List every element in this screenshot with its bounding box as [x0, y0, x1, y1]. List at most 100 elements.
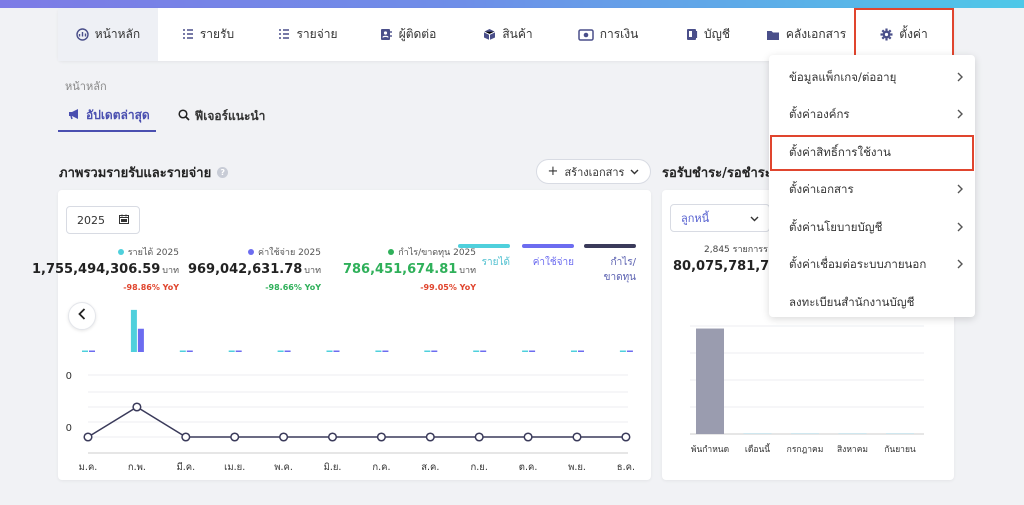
tab-latest-updates[interactable]: อัปเดตล่าสุด	[58, 104, 156, 132]
bar-expense[interactable]	[89, 350, 95, 353]
profit-point[interactable]	[572, 432, 582, 442]
bar-income[interactable]	[619, 350, 626, 353]
profit-point[interactable]	[279, 432, 289, 442]
menu-item-register-accounting-firm[interactable]: ลงทะเบียนสำนักงานบัญชี	[789, 294, 915, 309]
bar-expense[interactable]	[137, 328, 144, 352]
x-tick-label: ต.ค.	[519, 462, 538, 473]
nav-item-income[interactable]: รายรับ	[158, 8, 258, 61]
bar-expense[interactable]	[626, 350, 633, 353]
nav-item-documents[interactable]: คลังเอกสาร	[758, 8, 854, 61]
legend-income[interactable]: รายได้	[458, 244, 510, 270]
nav-item-products[interactable]: สินค้า	[458, 8, 558, 61]
x-tick-label: พ้นกำหนด	[691, 444, 729, 455]
help-icon[interactable]: ?	[217, 167, 229, 178]
chevron-right-icon	[957, 221, 963, 235]
overview-chart: 0 0 ม.ค. ก.พ. มี.ค. เม.ย. พ.ค. มิ.ย. ก.ค. ส.ค. ก.ย…	[66, 309, 635, 473]
profit-point[interactable]	[523, 432, 533, 442]
nav-item-expense[interactable]: รายจ่าย	[258, 8, 358, 61]
menu-item-integrations[interactable]: ตั้งค่าเชื่อมต่อระบบภายนอก	[769, 247, 975, 285]
x-tick-label: กันยายน	[884, 445, 916, 455]
profit-line	[87, 406, 626, 438]
bar-expense[interactable]	[235, 350, 242, 353]
profit-point[interactable]	[327, 432, 338, 442]
stat-expense: ค่าใช้จ่าย 2025 969,042,631.78 บาท -98.66…	[187, 248, 321, 292]
chevron-left-icon	[78, 308, 86, 324]
receivables-amount: 80,075,781,740.	[673, 259, 793, 274]
bar-income[interactable]	[326, 350, 333, 353]
home-tabs: อัปเดตล่าสุด ฟีเจอร์แนะนำ	[58, 104, 271, 132]
nav-item-contacts[interactable]: ผู้ติดต่อ	[358, 8, 458, 61]
bar-income[interactable]	[522, 350, 529, 353]
menu-item-permissions[interactable]: ตั้งค่าสิทธิ์การใช้งาน	[769, 134, 975, 172]
stat-income: รายได้ 2025 1,755,494,306.59 บาท -98.86% …	[31, 248, 179, 292]
profit-point[interactable]	[621, 432, 631, 442]
search-icon	[178, 109, 190, 124]
nav-item-home[interactable]: หน้าหลัก	[58, 8, 158, 61]
x-tick-label: ม.ค.	[79, 462, 98, 473]
menu-item-documents[interactable]: ตั้งค่าเอกสาร	[769, 172, 975, 210]
receivable-bar[interactable]	[743, 433, 772, 434]
x-tick-label: พ.ย.	[568, 462, 586, 473]
megaphone-icon	[68, 108, 81, 123]
nav-item-accounting[interactable]: บัญชี	[658, 8, 758, 61]
profit-point[interactable]	[474, 432, 484, 442]
receivable-bar[interactable]	[838, 433, 867, 434]
bar-income[interactable]	[424, 350, 431, 353]
bar-expense[interactable]	[284, 350, 291, 353]
bar-income[interactable]	[82, 350, 88, 353]
contacts-icon	[380, 28, 393, 41]
folder-icon	[766, 29, 780, 41]
x-tick-label: มี.ค.	[176, 461, 195, 473]
nav-item-settings[interactable]: ตั้งค่า	[854, 8, 954, 61]
gear-icon	[880, 28, 893, 41]
chevron-right-icon	[957, 108, 963, 122]
receivable-bar[interactable]	[886, 433, 914, 434]
profit-point[interactable]	[230, 432, 240, 442]
plus-icon: +	[547, 164, 559, 179]
breadcrumb[interactable]: หน้าหลัก	[65, 80, 107, 93]
profit-point[interactable]	[83, 432, 93, 442]
x-tick-label: ธ.ค.	[617, 462, 635, 473]
chevron-right-icon	[957, 258, 963, 272]
bar-expense[interactable]	[529, 350, 536, 353]
ledger-icon	[686, 28, 698, 41]
bar-income[interactable]	[375, 350, 382, 353]
profit-point[interactable]	[132, 402, 142, 412]
receivable-bar[interactable]	[791, 433, 819, 434]
bar-income[interactable]	[130, 309, 137, 352]
top-accent-bar	[0, 0, 1024, 8]
profit-point[interactable]	[181, 432, 191, 442]
bar-expense[interactable]	[578, 350, 584, 353]
chart-prev-button[interactable]	[68, 302, 96, 330]
bar-expense[interactable]	[431, 350, 438, 353]
receivable-bar[interactable]	[696, 328, 724, 434]
menu-item-package[interactable]: ข้อมูลแพ็กเกจ/ต่ออายุ	[769, 59, 975, 97]
menu-item-organization[interactable]: ตั้งค่าองค์กร	[769, 97, 975, 135]
bar-expense[interactable]	[382, 350, 389, 353]
menu-item-accounting-policy[interactable]: ตั้งค่านโยบายบัญชี	[769, 209, 975, 247]
bar-income[interactable]	[179, 350, 186, 353]
nav-item-finance[interactable]: การเงิน	[558, 8, 658, 61]
x-tick-label: ก.พ.	[128, 462, 146, 473]
bar-expense[interactable]	[333, 350, 340, 353]
profit-point[interactable]	[376, 432, 386, 442]
receivables-title: รอรับชำระ/รอชำระ	[662, 166, 772, 181]
bar-income[interactable]	[228, 350, 235, 353]
profit-point[interactable]	[425, 432, 435, 442]
legend-profit[interactable]: กำไร/ขาดทุน	[584, 244, 636, 285]
chevron-down-icon	[750, 212, 759, 225]
tab-recommended-features[interactable]: ฟีเจอร์แนะนำ	[168, 104, 272, 132]
bar-expense[interactable]	[186, 350, 193, 353]
bar-income[interactable]	[571, 350, 577, 353]
x-tick-label: กรกฎาคม	[787, 445, 824, 455]
legend-expense[interactable]: ค่าใช้จ่าย	[522, 244, 574, 270]
bar-income[interactable]	[473, 350, 480, 353]
x-tick-label: ก.ค.	[372, 462, 390, 473]
create-document-button[interactable]: + สร้างเอกสาร	[536, 159, 651, 184]
year-picker[interactable]: 2025	[66, 206, 140, 234]
expense-dot	[248, 249, 255, 255]
bar-income[interactable]	[277, 350, 284, 353]
receivables-count: 2,845 รายการร	[704, 245, 768, 255]
bar-expense[interactable]	[480, 350, 487, 353]
receivables-chart: พ้นกำหนด เดือนนี้ กรกฎาคม สิงหาคม กันยายน	[690, 325, 924, 455]
